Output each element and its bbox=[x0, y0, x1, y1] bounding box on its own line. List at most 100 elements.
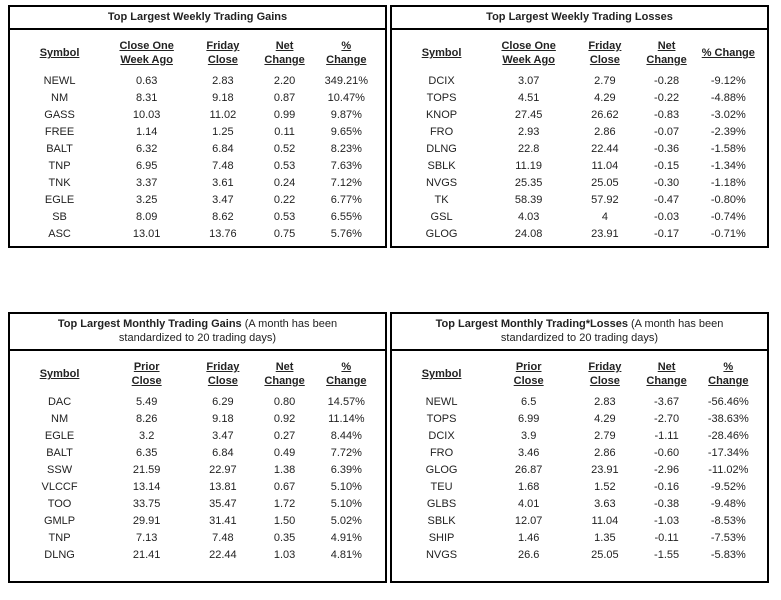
symbol-cell: NEWL bbox=[43, 75, 76, 87]
symbol-cell: DLNG bbox=[44, 549, 75, 561]
value-cell: 1.68 bbox=[517, 481, 540, 493]
value-cell: 2.86 bbox=[594, 126, 616, 138]
table-title-text: Top Largest Weekly Trading Gains bbox=[107, 11, 288, 23]
value-cell: -2.39% bbox=[710, 126, 746, 138]
symbol-cell: GMLP bbox=[43, 515, 76, 527]
value-cell: 6.39% bbox=[330, 464, 362, 476]
symbol-cell: VLCCF bbox=[41, 481, 78, 493]
value-cell: 0.24 bbox=[273, 177, 296, 189]
value-cell: 24.08 bbox=[514, 228, 543, 240]
header-row: Symbol Prior Close Friday Close Net Change % Cha… bbox=[16, 358, 379, 394]
table-row: NEWL 0.63 2.83 2.20 349.21% bbox=[16, 73, 379, 90]
value-cell: -2.96 bbox=[654, 464, 680, 476]
symbol-cell: GLBS bbox=[426, 498, 457, 510]
symbol-cell: GLOG bbox=[425, 228, 458, 240]
table-title-note: (A month has been standardized to 20 tra… bbox=[118, 318, 338, 344]
value-cell: -0.11 bbox=[654, 532, 679, 544]
table-row: SB 8.09 8.62 0.53 6.55% bbox=[16, 209, 379, 226]
value-cell: 4.03 bbox=[517, 211, 540, 223]
data-table: Symbol Prior Close Friday Close Net Change % Cha… bbox=[16, 358, 379, 564]
column-header: Symbol bbox=[421, 368, 462, 380]
value-cell: -9.48% bbox=[710, 498, 746, 510]
table-row: GSL 4.03 4 -0.03 -0.74% bbox=[398, 209, 761, 226]
monthly-losses-table: Top Largest Monthly Trading*Losses (A mo… bbox=[390, 312, 769, 583]
table-title: Top Largest Monthly Trading*Losses (A mo… bbox=[392, 314, 767, 351]
value-cell: 7.63% bbox=[330, 160, 362, 172]
table-row: KNOP 27.45 26.62 -0.83 -3.02% bbox=[398, 107, 761, 124]
symbol-cell: NVGS bbox=[425, 177, 458, 189]
value-cell: 3.25 bbox=[135, 194, 158, 206]
value-cell: 349.21% bbox=[324, 75, 369, 87]
table-row: BALT 6.32 6.84 0.52 8.23% bbox=[16, 141, 379, 158]
table-body: Symbol Close One Week Ago Friday Close Net Cha… bbox=[10, 30, 385, 246]
data-table: Symbol Close One Week Ago Friday Close Net Cha… bbox=[398, 37, 761, 243]
value-cell: 5.10% bbox=[330, 498, 362, 510]
column-header: Prior Close bbox=[131, 361, 162, 387]
value-cell: 23.91 bbox=[591, 464, 619, 476]
value-cell: -28.46% bbox=[707, 430, 749, 442]
value-cell: 0.35 bbox=[273, 532, 296, 544]
value-cell: 5.49 bbox=[135, 396, 158, 408]
value-cell: 5.76% bbox=[330, 228, 362, 240]
value-cell: 2.83 bbox=[212, 75, 234, 87]
value-cell: 6.29 bbox=[212, 396, 234, 408]
table-title-text: Top Largest Monthly Trading Gains bbox=[57, 318, 242, 330]
value-cell: -0.71% bbox=[710, 228, 746, 240]
value-cell: 13.14 bbox=[132, 481, 161, 493]
value-cell: 29.91 bbox=[132, 515, 161, 527]
table-row: DCIX 3.07 2.79 -0.28 -9.12% bbox=[398, 73, 761, 90]
value-cell: 8.26 bbox=[135, 413, 158, 425]
value-cell: -1.11 bbox=[654, 430, 679, 442]
value-cell: -0.28 bbox=[654, 75, 680, 87]
value-cell: 8.23% bbox=[330, 143, 362, 155]
symbol-cell: GSL bbox=[430, 211, 453, 223]
table-row: SBLK 12.07 11.04 -1.03 -8.53% bbox=[398, 513, 761, 530]
value-cell: -38.63% bbox=[707, 413, 749, 425]
symbol-cell: SBLK bbox=[427, 515, 456, 527]
value-cell: 1.35 bbox=[594, 532, 616, 544]
report-page: Top Largest Weekly Trading Gains Symbol C… bbox=[8, 5, 769, 583]
symbol-cell: SSW bbox=[47, 464, 73, 476]
table-row: DLNG 21.41 22.44 1.03 4.81% bbox=[16, 547, 379, 564]
table-row: DCIX 3.9 2.79 -1.11 -28.46% bbox=[398, 428, 761, 445]
weekly-gains-table: Top Largest Weekly Trading Gains Symbol C… bbox=[8, 5, 387, 248]
symbol-cell: KNOP bbox=[425, 109, 458, 121]
table-row: SBLK 11.19 11.04 -0.15 -1.34% bbox=[398, 158, 761, 175]
symbol-cell: GLOG bbox=[425, 464, 458, 476]
symbol-cell: GASS bbox=[44, 109, 75, 121]
column-header: Friday Close bbox=[588, 361, 622, 387]
value-cell: 3.61 bbox=[212, 177, 234, 189]
value-cell: -0.30 bbox=[654, 177, 680, 189]
value-cell: -56.46% bbox=[707, 396, 749, 408]
value-cell: 22.97 bbox=[209, 464, 237, 476]
value-cell: 8.09 bbox=[135, 211, 158, 223]
value-cell: -1.03 bbox=[654, 515, 680, 527]
column-header: % Change bbox=[701, 47, 755, 59]
table-row: NM 8.31 9.18 0.87 10.47% bbox=[16, 90, 379, 107]
symbol-cell: TNP bbox=[48, 532, 71, 544]
value-cell: 8.62 bbox=[212, 211, 234, 223]
table-row: TK 58.39 57.92 -0.47 -0.80% bbox=[398, 192, 761, 209]
table-title: Top Largest Weekly Trading Losses bbox=[392, 7, 767, 30]
table-row: NM 8.26 9.18 0.92 11.14% bbox=[16, 411, 379, 428]
value-cell: 5.10% bbox=[330, 481, 362, 493]
value-cell: 4 bbox=[601, 211, 608, 223]
table-row: FREE 1.14 1.25 0.11 9.65% bbox=[16, 124, 379, 141]
value-cell: -2.70 bbox=[654, 413, 680, 425]
value-cell: 2.86 bbox=[594, 447, 616, 459]
column-header: Friday Close bbox=[588, 40, 622, 66]
monthly-tables-row: Top Largest Monthly Trading Gains (A mon… bbox=[8, 312, 769, 583]
column-header: Close One Week Ago bbox=[501, 40, 556, 66]
value-cell: 3.47 bbox=[212, 430, 234, 442]
value-cell: 7.48 bbox=[212, 160, 234, 172]
table-row: NVGS 26.6 25.05 -1.55 -5.83% bbox=[398, 547, 761, 564]
symbol-cell: SB bbox=[52, 211, 67, 223]
value-cell: 11.02 bbox=[209, 109, 237, 121]
value-cell: 0.52 bbox=[273, 143, 296, 155]
value-cell: -0.17 bbox=[654, 228, 680, 240]
data-table: Symbol Prior Close Friday Close Net Change % Cha… bbox=[398, 358, 761, 564]
value-cell: -0.36 bbox=[654, 143, 680, 155]
column-header: Close One Week Ago bbox=[119, 40, 174, 66]
column-header: Net Change bbox=[646, 40, 687, 66]
value-cell: 1.03 bbox=[273, 549, 296, 561]
